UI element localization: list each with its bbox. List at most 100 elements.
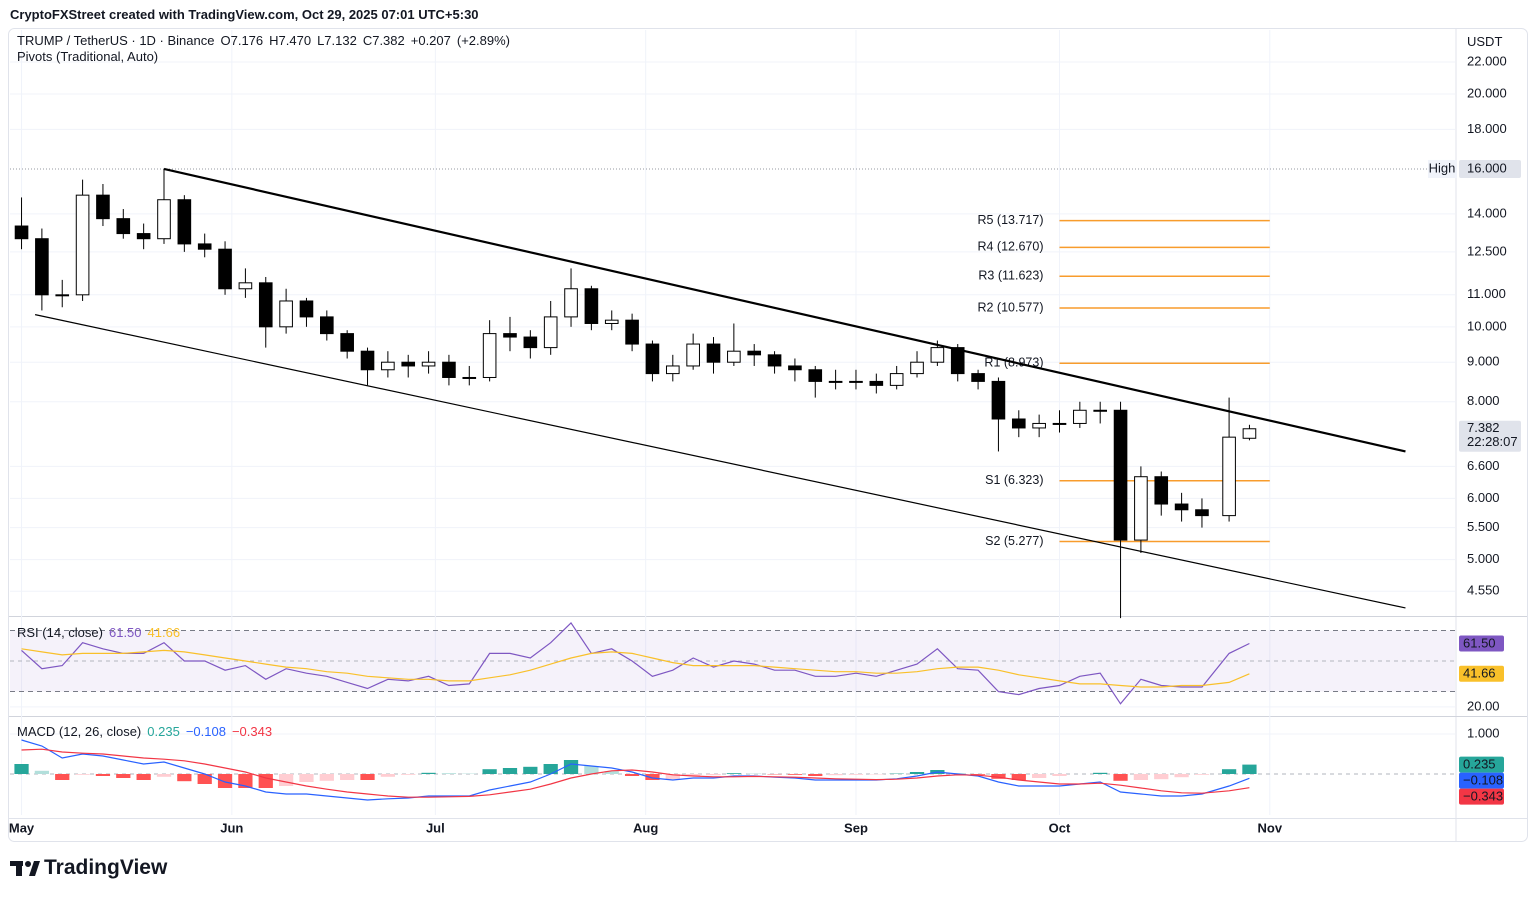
candle-body: [421, 361, 436, 367]
candle-body: [788, 365, 802, 371]
histogram-bar: [787, 774, 803, 775]
value-tag-label: −0.343: [1463, 789, 1503, 804]
histogram-bar: [299, 774, 314, 782]
histogram-bar: [116, 774, 131, 778]
candle-body: [360, 350, 375, 371]
y-tick-label: 10.000: [1467, 318, 1507, 333]
y-tick-label: 9.000: [1467, 354, 1500, 369]
symbol-title: TRUMP / TetherUS · 1D · Binance: [17, 33, 215, 48]
histogram-bar: [278, 774, 294, 786]
histogram-bar: [563, 760, 579, 774]
x-tick-label: May: [9, 820, 35, 835]
credit-text: CryptoFXStreet created with TradingView.…: [10, 7, 479, 22]
histogram-bar: [1011, 774, 1026, 780]
x-tick-label: Sep: [844, 820, 868, 835]
histogram-bar: [421, 772, 436, 774]
histogram-bar: [401, 774, 416, 775]
candle-body: [1222, 436, 1236, 517]
histogram-bar: [828, 774, 843, 776]
candle-body: [238, 282, 253, 290]
candle-body: [96, 194, 110, 220]
pivot-label: R4 (12.670): [977, 240, 1043, 254]
candle-body: [665, 365, 680, 375]
candle-body: [543, 316, 558, 349]
last-price-label: 7.382: [1467, 420, 1500, 435]
unit-text: USDT: [1467, 34, 1503, 49]
x-tick-label: Nov: [1258, 820, 1283, 835]
brand-text: TradingView: [44, 856, 168, 879]
indicator-line: [21, 739, 1250, 801]
histogram-bar: [848, 774, 864, 775]
ohlc-readout: H7.470: [269, 33, 312, 48]
trend-line: [34, 314, 1406, 609]
candle-body: [299, 300, 314, 318]
rsi-header: RSI (14, close) 61.50 41.66: [17, 625, 180, 640]
y-tick-label: 20.000: [1467, 85, 1507, 100]
candle-body: [177, 199, 192, 245]
ohlc-readout: +0.207: [410, 33, 451, 48]
candle-body: [1242, 428, 1257, 439]
histogram-bar: [1194, 774, 1210, 775]
histogram-bar: [1052, 774, 1067, 776]
value-tag-label: 41.66: [1463, 666, 1496, 681]
y-tick-label: 14.000: [1467, 205, 1507, 220]
indicator-readout: −0.343: [231, 724, 273, 739]
value-tag-label: 0.235: [1463, 757, 1496, 772]
histogram-bar: [238, 774, 253, 788]
candle-body: [604, 319, 619, 324]
high-tag: [1428, 159, 1457, 178]
histogram-bar: [604, 771, 619, 774]
last-price-tag: [1459, 420, 1521, 452]
histogram-bar: [177, 774, 192, 782]
y-tick-label: 4.550: [1467, 583, 1500, 598]
histogram-bar: [1113, 774, 1128, 781]
candle-body: [442, 361, 456, 378]
histogram-bar: [1133, 774, 1149, 780]
histogram-bar: [197, 774, 212, 784]
candle-body: [279, 300, 293, 328]
candle-body: [157, 199, 171, 240]
histogram-bar: [360, 774, 375, 780]
histogram-bar: [706, 774, 721, 776]
ohlc-readout: O7.176: [220, 33, 264, 48]
candle-body: [1154, 476, 1169, 505]
pivots-title: Pivots (Traditional, Auto): [17, 49, 159, 64]
candle-body: [1032, 422, 1046, 429]
trend-line: [163, 167, 1406, 453]
y-tick-label: 6.600: [1467, 458, 1500, 473]
pane: [10, 733, 1455, 801]
candle-body: [1093, 409, 1108, 412]
candle-body: [136, 233, 151, 240]
credit: CryptoFXStreet created with TradingView.…: [10, 7, 479, 22]
y-tick-label: 1.000: [1467, 725, 1500, 740]
histogram-bar: [217, 774, 233, 788]
candle-body: [971, 373, 985, 382]
candle-body: [116, 218, 131, 235]
y-tick-label: 12.500: [1467, 243, 1507, 258]
candle-body: [767, 354, 782, 367]
histogram-bar: [482, 769, 497, 774]
candle-body: [645, 343, 660, 375]
histogram-bar: [14, 764, 29, 774]
candle-body: [910, 361, 924, 375]
candle-body: [1073, 409, 1087, 424]
histogram-bar: [909, 772, 925, 774]
ohlc-readout: (+2.89%): [456, 33, 510, 48]
candle-body: [1134, 476, 1148, 541]
pivot-label: S2 (5.277): [985, 534, 1043, 548]
candle-body: [930, 347, 945, 363]
candle-body: [808, 369, 823, 382]
candle-body: [828, 380, 843, 383]
value-tag: [1459, 665, 1504, 682]
histogram-bar: [380, 774, 395, 777]
candle-body: [991, 380, 1006, 420]
ohlc-readout: L7.132: [317, 33, 357, 48]
candle-body: [55, 294, 70, 297]
y-tick-label: 18.000: [1467, 121, 1507, 136]
candle-body: [706, 343, 721, 363]
histogram-bar: [1154, 774, 1169, 780]
y-tick-label: 6.000: [1467, 490, 1500, 505]
candle-body: [686, 343, 700, 367]
histogram-bar: [624, 774, 640, 776]
candle-body: [35, 238, 49, 296]
